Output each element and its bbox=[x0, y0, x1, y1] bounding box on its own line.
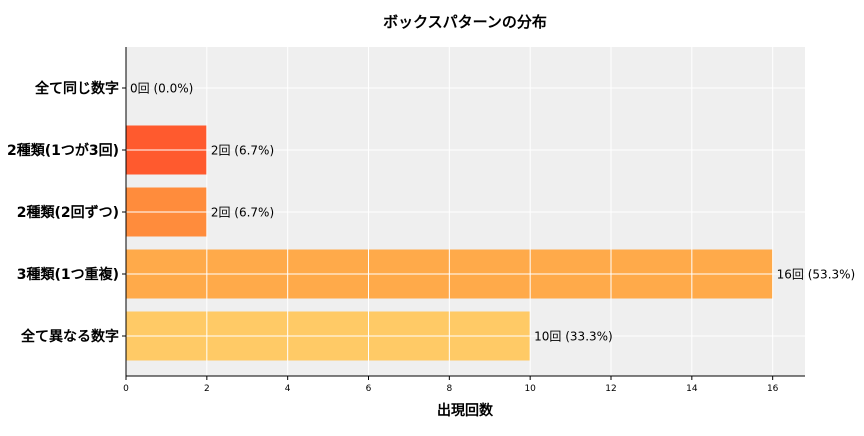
y-tick-label: 2種類(2回ずつ) bbox=[17, 204, 119, 221]
chart-title: ボックスパターンの分布 bbox=[383, 13, 547, 31]
x-tick-label: 14 bbox=[686, 384, 698, 394]
data-labels: 0回 (0.0%) 2回 (6.7%) 2回 (6.7%) 16回 (53.3%) 10… bbox=[130, 82, 855, 344]
y-tick-label: 3種類(1つ重複) bbox=[17, 266, 119, 283]
data-label: 2回 (6.7%) bbox=[211, 144, 274, 158]
x-tick-label: 12 bbox=[605, 384, 616, 394]
data-label: 2回 (6.7%) bbox=[211, 206, 274, 220]
x-tick-label: 2 bbox=[204, 384, 210, 394]
x-tick-label: 0 bbox=[123, 384, 129, 394]
data-label: 16回 (53.3%) bbox=[777, 268, 856, 282]
y-tick-label: 全て同じ数字 bbox=[34, 80, 119, 97]
y-tick-label: 2種類(1つが3回) bbox=[7, 142, 119, 159]
x-tick-label: 10 bbox=[524, 384, 536, 394]
y-axis: 全て同じ数字 2種類(1つが3回) 2種類(2回ずつ) 3種類(1つ重複) 全て異なる数… bbox=[7, 80, 126, 345]
x-tick-label: 4 bbox=[285, 384, 291, 394]
y-tick-label: 全て異なる数字 bbox=[20, 328, 119, 345]
data-label: 10回 (33.3%) bbox=[534, 330, 613, 344]
grid bbox=[125, 47, 805, 376]
x-tick-label: 6 bbox=[366, 384, 372, 394]
x-tick-label: 8 bbox=[446, 384, 452, 394]
x-axis: 0 2 4 6 8 10 12 14 16 bbox=[123, 376, 779, 394]
data-label: 0回 (0.0%) bbox=[130, 82, 193, 96]
x-axis-label: 出現回数 bbox=[437, 402, 494, 419]
x-tick-label: 16 bbox=[767, 384, 779, 394]
